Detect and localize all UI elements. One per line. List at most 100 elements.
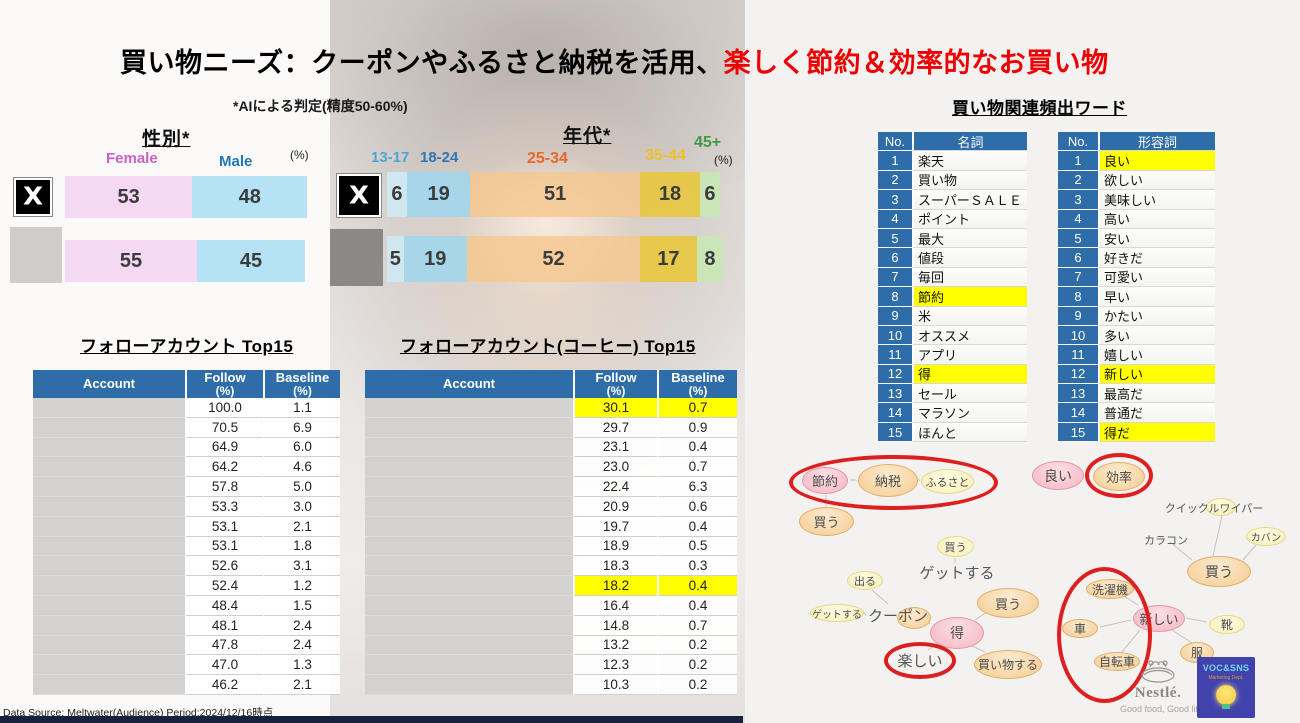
word-value: 高い	[1098, 209, 1215, 229]
word-value: 新しい	[1098, 364, 1215, 385]
word-value: 安い	[1098, 228, 1215, 249]
word-table-header: No. 形容詞	[1058, 132, 1215, 152]
baseline-percent-cell: 5.0	[263, 477, 340, 497]
censored-account-cell	[365, 536, 573, 557]
word-value: 欲しい	[1098, 170, 1215, 191]
word-table-row: 10 多い	[1058, 325, 1215, 346]
word-rank: 6	[1058, 248, 1098, 268]
censored-account-cell	[365, 457, 573, 478]
word-bubble: 買い物する	[974, 650, 1042, 679]
word-bubble: 買う	[1187, 556, 1251, 587]
word-value: ほんと	[912, 422, 1027, 443]
red-annotation-ring	[1057, 567, 1152, 703]
follow-percent-cell: 53.3	[185, 496, 263, 517]
word-table-row: 8 早い	[1058, 287, 1215, 307]
follow-table-row: 23.0 0.7	[365, 457, 737, 478]
lightbulb-icon	[1216, 685, 1236, 709]
word-tables-title: 買い物関連頻出ワード	[952, 99, 1127, 118]
x-twitter-logo-icon: X	[336, 173, 382, 218]
word-rank: 10	[1058, 325, 1098, 346]
word-table-word-header: 形容詞	[1098, 132, 1215, 152]
word-bubble: カバン	[1246, 527, 1286, 546]
follow-table-row: 47.8 2.4	[33, 635, 340, 656]
follow-table-1: Account Follow (%) Baseline (%) 100.0 1.1 70.5 6…	[33, 370, 340, 695]
censored-account-cell	[33, 595, 185, 616]
baseline-percent-cell: 1.5	[263, 595, 340, 616]
follow-percent-cell: 23.0	[573, 457, 657, 478]
female-label: Female	[106, 150, 158, 167]
follow-table-row: 10.3 0.2	[365, 675, 737, 695]
follow-table-header: Account Follow (%) Baseline (%)	[365, 370, 737, 398]
follow-percent-cell: 30.1	[573, 398, 657, 418]
page-title-black: 買い物ニーズ：クーポンやふるさと納税を活用、	[120, 48, 724, 78]
word-rank: 2	[1058, 170, 1098, 191]
word-table-no-header: No.	[878, 132, 912, 152]
follow-percent-cell: 18.2	[573, 576, 657, 596]
word-rank: 7	[878, 267, 912, 288]
word-table-row: 7 毎回	[878, 267, 1027, 288]
x-glyph: X	[22, 182, 44, 212]
bar-segment: 8	[696, 236, 724, 282]
censored-account-cell	[365, 417, 573, 438]
bar-segment: 18	[640, 172, 700, 217]
word-value: 得	[912, 364, 1027, 385]
word-rank: 15	[878, 422, 912, 443]
follow-table-row: 53.3 3.0	[33, 496, 340, 517]
baseline-percent-cell: 1.2	[263, 576, 340, 596]
censored-account-cell	[365, 398, 573, 418]
follow-percent-cell: 19.7	[573, 516, 657, 537]
baseline-percent-cell: 0.2	[657, 635, 737, 656]
noun-table: No. 名詞 1 楽天 2 買い物 3 スーパーＳＡＬＥ 4 ポイント 5 最大 6 値段 7 毎回 8 節約 9 米…	[878, 132, 1027, 443]
follow-percent-cell: 13.2	[573, 635, 657, 656]
word-value: 最大	[912, 228, 1027, 249]
baseline-percent-cell: 0.9	[657, 417, 737, 438]
follow-table-row: 19.7 0.4	[365, 516, 737, 537]
word-table-row: 4 高い	[1058, 209, 1215, 229]
word-bubble: クイックルワイパー	[1164, 503, 1264, 515]
censored-account-cell	[365, 516, 573, 537]
bar-segment: 48	[192, 176, 308, 218]
word-rank: 14	[1058, 403, 1098, 423]
word-value: 普通だ	[1098, 403, 1215, 423]
age-25-34-label: 25-34	[527, 150, 568, 167]
censored-platform-icon	[10, 227, 62, 283]
age-45plus-label: 45+	[694, 134, 722, 151]
bar-segment: 45	[197, 240, 305, 282]
word-table-row: 8 節約	[878, 287, 1027, 307]
word-value: セール	[912, 384, 1027, 404]
word-value: 可愛い	[1098, 267, 1215, 288]
word-rank: 14	[878, 403, 912, 423]
censored-account-cell	[365, 655, 573, 676]
word-table-word-header: 名詞	[912, 132, 1027, 152]
word-value: 嬉しい	[1098, 345, 1215, 365]
follow-percent-cell: 20.9	[573, 496, 657, 517]
word-value: スーパーＳＡＬＥ	[912, 190, 1027, 210]
word-table-row: 2 買い物	[878, 170, 1027, 191]
follow-table-header-cell: Baseline (%)	[657, 370, 737, 398]
gender-unit-label: (%)	[290, 148, 309, 162]
word-bubble: 買う	[937, 536, 974, 557]
follow-table-row: 53.1 1.8	[33, 536, 340, 557]
follow-percent-cell: 12.3	[573, 655, 657, 676]
follow-percent-cell: 16.4	[573, 595, 657, 616]
x-glyph: X	[348, 181, 370, 210]
word-rank: 5	[1058, 228, 1098, 249]
word-rank: 2	[878, 170, 912, 191]
censored-account-cell	[33, 635, 185, 656]
word-bubble: 買う	[799, 507, 854, 536]
follow-percent-cell: 57.8	[185, 477, 263, 497]
follow-percent-cell: 48.1	[185, 615, 263, 636]
male-label: Male	[219, 153, 253, 170]
bar-segment: 19	[403, 236, 467, 282]
age-chart-title: 年代*	[563, 126, 612, 147]
follow-table-row: 18.2 0.4	[365, 576, 737, 596]
censored-account-cell	[33, 576, 185, 596]
follow-table-2-title: フォローアカウント(コーヒー) Top15	[400, 337, 696, 356]
word-table-row: 15 得だ	[1058, 422, 1215, 443]
word-table-row: 9 かたい	[1058, 306, 1215, 326]
word-value: 早い	[1098, 287, 1215, 307]
word-bubble: 出る	[847, 571, 883, 590]
censored-account-cell	[365, 595, 573, 616]
follow-percent-cell: 47.0	[185, 655, 263, 676]
